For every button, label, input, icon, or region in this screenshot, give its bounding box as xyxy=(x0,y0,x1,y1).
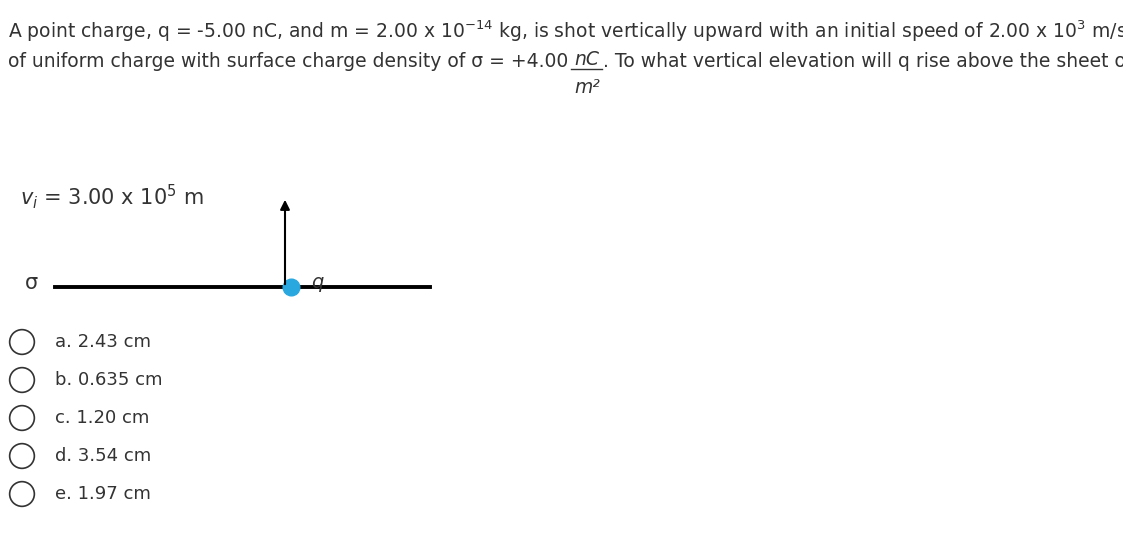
Text: c. 1.20 cm: c. 1.20 cm xyxy=(55,409,149,427)
Text: d. 3.54 cm: d. 3.54 cm xyxy=(55,447,152,465)
Text: σ: σ xyxy=(25,273,38,293)
Text: A point charge, q = -5.00 nC, and m = 2.00 x 10$^{-14}$ kg, is shot vertically u: A point charge, q = -5.00 nC, and m = 2.… xyxy=(8,18,1123,43)
Text: b. 0.635 cm: b. 0.635 cm xyxy=(55,371,163,389)
Text: of uniform charge with surface charge density of σ = +4.00: of uniform charge with surface charge de… xyxy=(8,52,574,71)
Text: nC: nC xyxy=(574,50,600,69)
Text: q: q xyxy=(311,274,323,293)
Text: $v_i$ = 3.00 x 10$^5$ m: $v_i$ = 3.00 x 10$^5$ m xyxy=(20,182,203,211)
Text: e. 1.97 cm: e. 1.97 cm xyxy=(55,485,150,503)
Text: a. 2.43 cm: a. 2.43 cm xyxy=(55,333,150,351)
Text: . To what vertical elevation will q rise above the sheet of charge? Neglect grav: . To what vertical elevation will q rise… xyxy=(603,52,1123,71)
Text: m²: m² xyxy=(574,78,600,97)
